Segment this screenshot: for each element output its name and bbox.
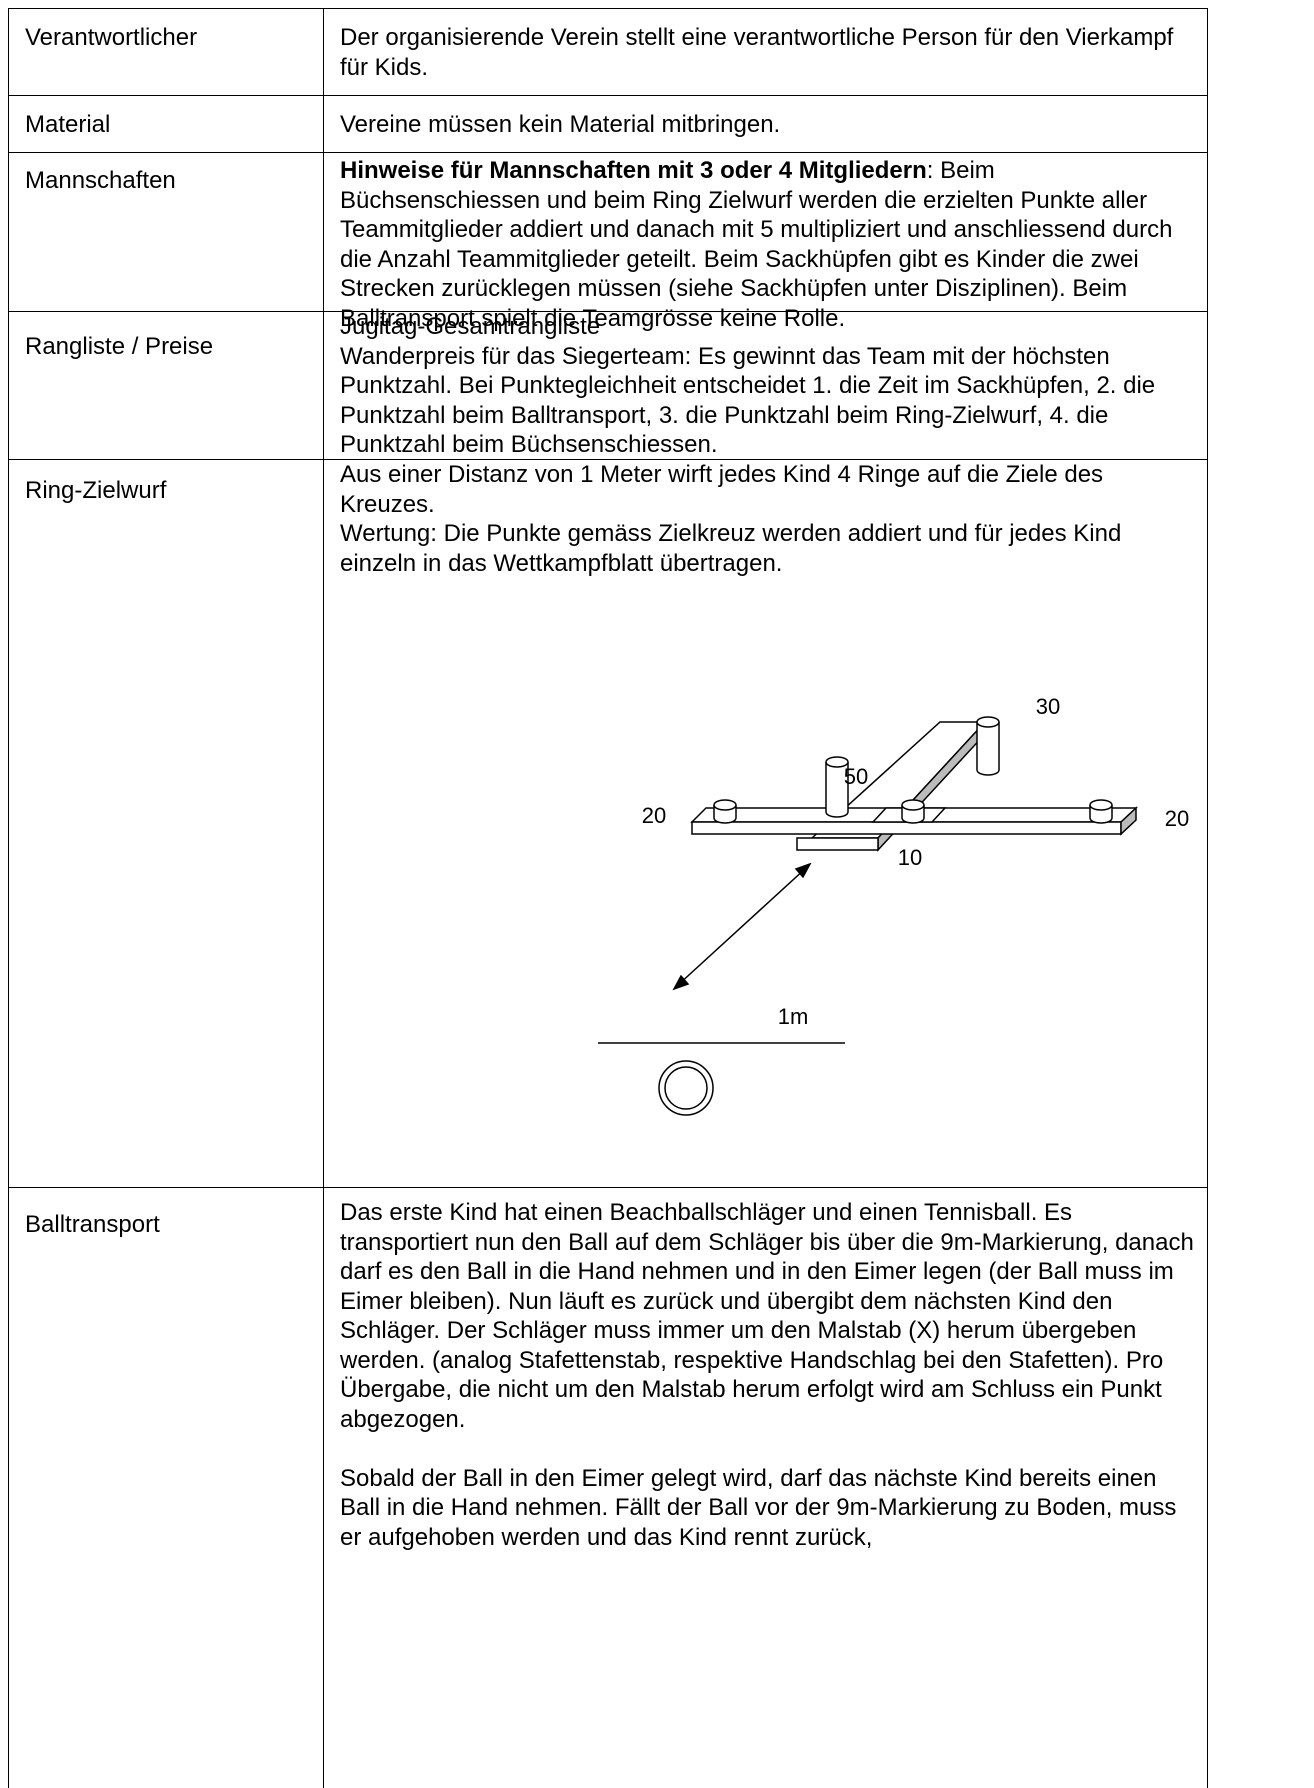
table-row: Mannschaften Hinweise für Mannschaften mi… xyxy=(9,153,1208,332)
text: Aus einer Distanz von 1 Meter wirft jede… xyxy=(340,461,1104,518)
row-text: Der organisierende Verein stellt eine ve… xyxy=(324,9,1208,95)
bold-lead: Hinweise für Mannschaften mit 3 oder 4 M… xyxy=(340,157,927,184)
table-row: Verantwortlicher Der organisierende Verei… xyxy=(9,9,1208,96)
table-row: Rangliste / Preise Jugitag-Gesamtranglist… xyxy=(9,312,1208,460)
row-label: Rangliste / Preise xyxy=(9,312,324,459)
paragraph: Jugitag-Gesamtrangliste xyxy=(340,312,1197,342)
page: {"table": {"rows": [ {"label": "Verantwo… xyxy=(8,8,1208,1788)
text: Der organisierende Verein stellt eine ve… xyxy=(340,24,1174,81)
text: Das erste Kind hat einen Beachballschläg… xyxy=(340,1199,1194,1433)
table-row: Balltransport Das erste Kind hat einen Be… xyxy=(9,1188,1208,1788)
text: Jugitag-Gesamtrangliste xyxy=(340,313,601,340)
table: Verantwortlicher Der organisierende Verei… xyxy=(8,8,1208,1788)
text: : Beim Büchsenschiessen und beim Ring Zi… xyxy=(340,157,1173,332)
row-text: Hinweise für Mannschaften mit 3 oder 4 M… xyxy=(324,153,1208,332)
row-label: Balltransport xyxy=(9,1188,324,1788)
row-text: Das erste Kind hat einen Beachballschläg… xyxy=(324,1188,1208,1788)
paragraph: Wertung: Die Punkte gemäss Zielkreuz wer… xyxy=(340,519,1197,578)
row-label: Material xyxy=(9,96,324,152)
text: Wanderpreis für das Siegerteam: Es gewin… xyxy=(340,342,1156,459)
paragraph: Der organisierende Verein stellt eine ve… xyxy=(340,23,1197,82)
row-text: Aus einer Distanz von 1 Meter wirft jede… xyxy=(324,460,1208,1187)
paragraph: Hinweise für Mannschaften mit 3 oder 4 M… xyxy=(340,156,1197,333)
paragraph: Das erste Kind hat einen Beachballschläg… xyxy=(340,1198,1197,1434)
row-label: Verantwortlicher xyxy=(9,9,324,95)
table-row: Ring-Zielwurf Aus einer Distanz von 1 Met… xyxy=(9,460,1208,1188)
row-text: Vereine müssen kein Material mitbringen. xyxy=(324,96,1208,152)
text: Sobald der Ball in den Eimer gelegt wird… xyxy=(340,1464,1177,1551)
row-text: Jugitag-Gesamtrangliste Wanderpreis für d… xyxy=(324,312,1208,459)
paragraph: Wanderpreis für das Siegerteam: Es gewin… xyxy=(340,342,1197,460)
text: Vereine müssen kein Material mitbringen. xyxy=(340,111,781,138)
row-label: Ring-Zielwurf xyxy=(9,460,324,1187)
table-row: Material Vereine müssen kein Material mit… xyxy=(9,96,1208,153)
paragraph: Aus einer Distanz von 1 Meter wirft jede… xyxy=(340,460,1197,519)
paragraph: Vereine müssen kein Material mitbringen. xyxy=(340,110,1197,140)
text: Wertung: Die Punkte gemäss Zielkreuz wer… xyxy=(340,520,1122,577)
paragraph: Sobald der Ball in den Eimer gelegt wird… xyxy=(340,1464,1197,1553)
row-label: Mannschaften xyxy=(9,153,324,311)
